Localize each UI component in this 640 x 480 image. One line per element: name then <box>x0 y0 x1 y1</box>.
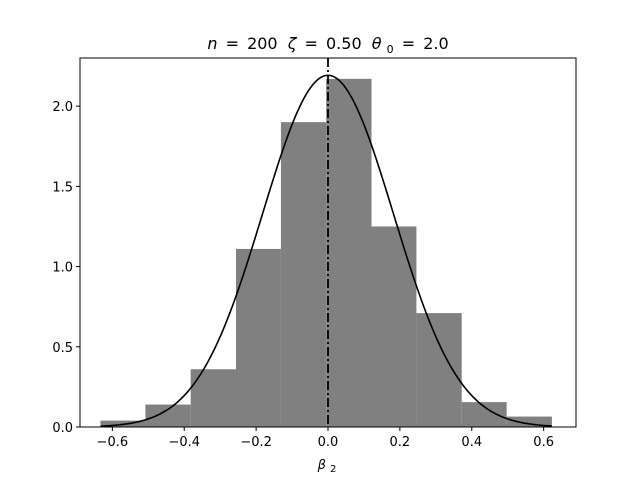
density-curve <box>100 74 552 427</box>
histogram-bar <box>371 226 417 427</box>
x-axis-label-symbol: β <box>317 458 326 473</box>
y-tick-label: 1.0 <box>52 261 73 276</box>
x-axis-label: β 2 <box>317 458 337 475</box>
chart-title: n = 200 ζ = 0.50 θ 0 = 2.0 <box>207 34 448 57</box>
title-n-symbol: n <box>207 34 217 53</box>
title-zeta-value: 0.50 <box>326 34 362 53</box>
x-tick-label: −0.4 <box>168 435 200 450</box>
title-theta-value: 2.0 <box>423 34 448 53</box>
y-tick-label: 2.0 <box>52 100 73 115</box>
title-zeta-symbol: ζ <box>287 34 298 53</box>
x-tick-label: 0.4 <box>461 435 482 450</box>
histogram-bar <box>416 313 462 427</box>
y-axis-ticks: 0.0 0.5 1.0 1.5 2.0 <box>52 100 80 436</box>
histogram-bar <box>326 78 372 428</box>
title-theta-symbol: θ <box>372 34 382 53</box>
title-theta-subscript: 0 <box>387 43 394 56</box>
x-tick-label: −0.2 <box>240 435 272 450</box>
x-tick-label: −0.6 <box>97 435 129 450</box>
x-tick-label: 0.2 <box>390 435 411 450</box>
y-tick-label: 1.5 <box>52 180 73 195</box>
y-tick-label: 0.0 <box>52 421 73 436</box>
histogram-bars <box>100 78 552 428</box>
x-axis-ticks: −0.6 −0.4 −0.2 0.0 0.2 0.4 0.6 <box>97 427 554 450</box>
histogram-bar <box>280 122 327 428</box>
x-tick-label: 0.6 <box>533 435 554 450</box>
histogram-bar <box>145 404 191 427</box>
y-tick-label: 0.5 <box>52 341 73 356</box>
title-n-value: 200 <box>247 34 278 53</box>
x-axis-label-subscript: 2 <box>330 464 336 475</box>
x-tick-label: 0.0 <box>318 435 339 450</box>
histogram-bar <box>235 248 281 427</box>
histogram-bar <box>506 416 552 427</box>
